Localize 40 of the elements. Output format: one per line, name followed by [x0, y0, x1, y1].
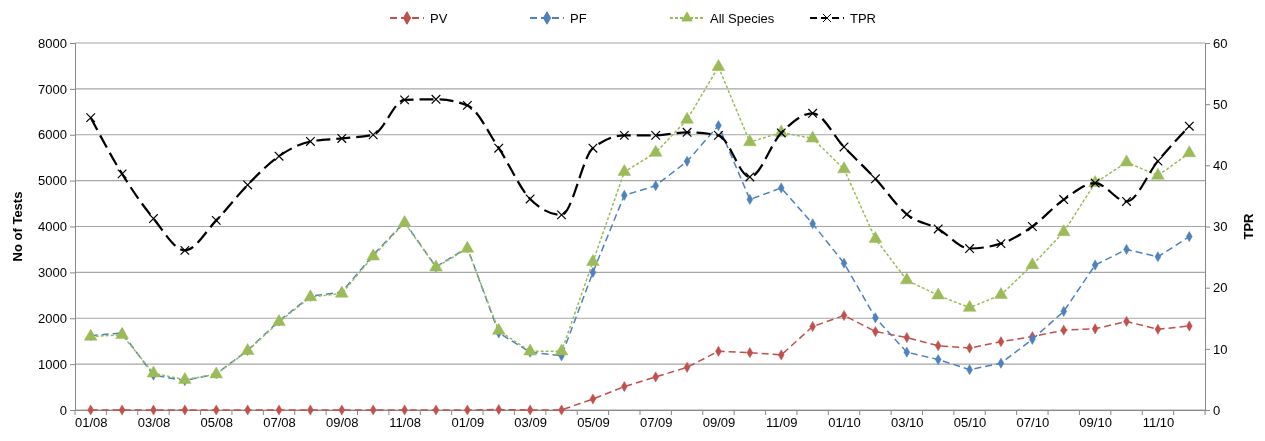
y-tick-label: 7000 [38, 81, 67, 97]
y-tick-label: 4000 [38, 219, 67, 235]
x-tick-label: 11/09 [765, 415, 798, 431]
x-tick-label: 09/09 [702, 415, 736, 431]
legend-label: PV [430, 10, 448, 26]
x-tick-label: 11/08 [389, 415, 421, 431]
y2-tick-label: 10 [1213, 341, 1228, 357]
y-axis-title: No of Tests [10, 191, 25, 262]
x-tick-label: 05/10 [953, 415, 987, 431]
x-tick-label: 03/10 [891, 415, 924, 431]
y-tick-label: 8000 [38, 35, 67, 51]
x-tick-label: 01/08 [74, 415, 108, 431]
x-tick-label: 09/08 [326, 415, 359, 431]
y-tick-label: 0 [59, 402, 67, 418]
y-tick-label: 2000 [38, 310, 67, 326]
y2-tick-label: 60 [1213, 35, 1228, 51]
x-tick-label: 07/10 [1016, 415, 1050, 431]
y2-tick-label: 20 [1213, 280, 1228, 296]
x-tick-label: 05/08 [200, 415, 234, 431]
x-tick-label: 07/08 [263, 415, 296, 431]
legend-label: TPR [850, 10, 876, 26]
y2-tick-label: 0 [1213, 402, 1221, 418]
x-tick-label: 09/10 [1079, 415, 1112, 431]
y2-tick-label: 30 [1213, 219, 1228, 235]
y2-axis-title: TPR [1241, 212, 1256, 240]
x-tick-label: 01/09 [451, 415, 485, 431]
x-tick-label: 03/09 [514, 415, 547, 431]
legend-label: All Species [710, 10, 775, 26]
x-tick-label: 11/10 [1142, 415, 1175, 431]
x-tick-label: 03/08 [137, 415, 171, 431]
x-tick-label: 05/09 [577, 415, 610, 431]
x-tick-label: 07/09 [639, 415, 673, 431]
y-tick-label: 3000 [38, 265, 67, 281]
y-tick-label: 1000 [38, 356, 67, 372]
y-tick-label: 5000 [38, 173, 67, 189]
y2-tick-label: 40 [1213, 157, 1228, 173]
legend-label: PF [570, 10, 587, 26]
y-tick-label: 6000 [38, 127, 67, 143]
y2-tick-label: 50 [1213, 96, 1228, 112]
x-tick-label: 01/10 [828, 415, 861, 431]
